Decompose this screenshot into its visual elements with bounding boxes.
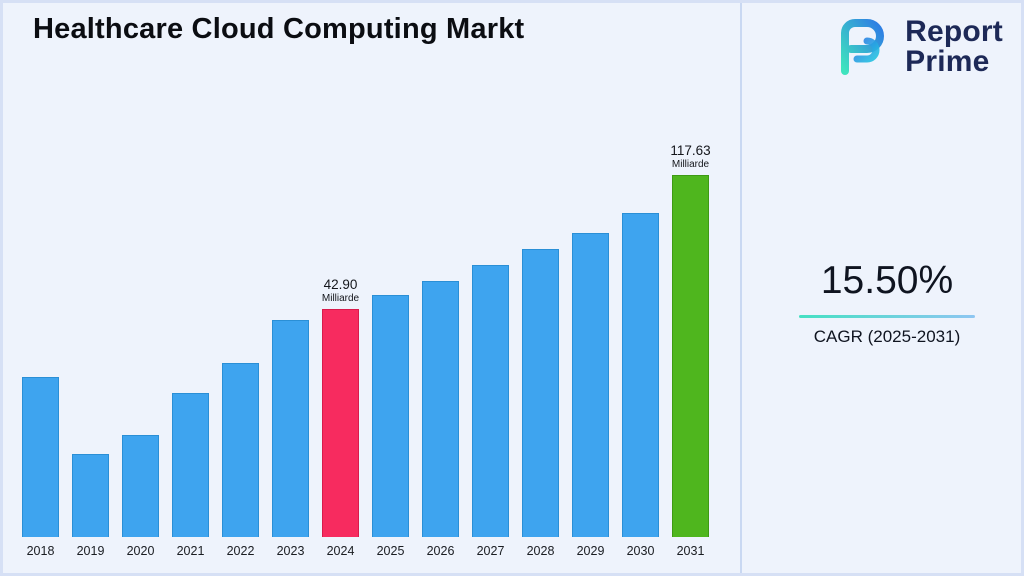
bar-chart: 2018 2019 2020 2021 2022 2023 42.90 Milliarde 20… xyxy=(22,143,711,559)
bar-value-label: 42.90 xyxy=(323,276,358,292)
bar xyxy=(372,295,409,537)
bar-unit-label: Milliarde xyxy=(671,158,710,170)
bar-column: 2026 xyxy=(422,281,459,559)
report-prime-logo: Report Prime xyxy=(831,15,1003,79)
bar-year-label: 2018 xyxy=(26,544,55,558)
bar-column: 2030 xyxy=(622,213,659,559)
bar-year-label: 2021 xyxy=(176,544,205,558)
bar-column: 42.90 Milliarde 2024 xyxy=(322,277,359,559)
bar xyxy=(322,309,359,537)
bar xyxy=(22,377,59,537)
bar-value-label: 117.63 xyxy=(670,142,711,158)
bar-column: 2019 xyxy=(72,454,109,559)
bar-column: 2028 xyxy=(522,249,559,559)
bar xyxy=(72,454,109,537)
vertical-divider xyxy=(740,3,742,573)
bar-year-label: 2027 xyxy=(476,544,505,558)
bar-chart-bars: 2018 2019 2020 2021 2022 2023 42.90 Milliarde 20… xyxy=(22,143,711,559)
cagr-underline xyxy=(799,315,975,318)
bar-column: 2021 xyxy=(172,393,209,559)
bar-year-label: 2025 xyxy=(376,544,405,558)
logo-word-report: Report xyxy=(905,15,1003,48)
bar-column: 117.63 Milliarde 2031 xyxy=(670,143,710,559)
bar xyxy=(472,265,509,537)
bar-year-label: 2023 xyxy=(276,544,305,558)
bar xyxy=(172,393,209,537)
cagr-label: CAGR (2025-2031) xyxy=(813,327,961,346)
bar-column: 2023 xyxy=(272,320,309,559)
bar xyxy=(622,213,659,537)
bar xyxy=(122,435,159,537)
bar xyxy=(422,281,459,537)
bar-year-label: 2031 xyxy=(676,544,705,558)
bar-year-label: 2022 xyxy=(226,544,255,558)
bar-year-label: 2029 xyxy=(576,544,605,558)
logo-word-prime: Prime xyxy=(905,45,990,78)
bar-column: 2018 xyxy=(22,377,59,559)
bar-year-label: 2024 xyxy=(326,544,355,558)
bar-year-label: 2026 xyxy=(426,544,455,558)
bar-annotation: 117.63 Milliarde xyxy=(670,143,710,170)
bar-column: 2027 xyxy=(472,265,509,559)
report-prime-logo-icon xyxy=(841,19,885,75)
bar-year-label: 2028 xyxy=(526,544,555,558)
cagr-value: 15.50% xyxy=(820,259,954,302)
bar-annotation: 42.90 Milliarde xyxy=(322,277,359,304)
bar-column: 2020 xyxy=(122,435,159,559)
bar-year-label: 2019 xyxy=(76,544,105,558)
bar-column: 2025 xyxy=(372,295,409,559)
page-title: Healthcare Cloud Computing Markt xyxy=(33,13,525,45)
bar-column: 2022 xyxy=(222,363,259,559)
bar xyxy=(272,320,309,537)
bar xyxy=(572,233,609,537)
bar-year-label: 2030 xyxy=(626,544,655,558)
bar xyxy=(672,175,709,537)
cagr-block: 15.50% CAGR (2025-2031) xyxy=(771,259,1003,347)
bar-column: 2029 xyxy=(572,233,609,559)
bar-year-label: 2020 xyxy=(126,544,155,558)
report-prime-logo-text: Report Prime xyxy=(905,17,1003,77)
bar-unit-label: Milliarde xyxy=(321,292,360,304)
bar xyxy=(222,363,259,537)
bar xyxy=(522,249,559,537)
